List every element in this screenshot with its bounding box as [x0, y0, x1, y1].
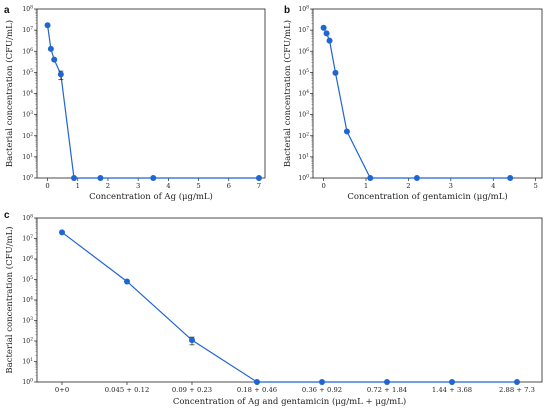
data-point — [150, 175, 157, 181]
x-tick-label: 2 — [406, 182, 410, 190]
plot-frame-b — [312, 8, 543, 179]
y-axis-title-a: Bacterial concentration (CFU/mL) — [4, 20, 15, 167]
data-point — [51, 56, 58, 63]
x-tick-label: 3 — [449, 182, 453, 190]
y-tick-label: 104 — [298, 89, 309, 98]
y-tick-label: 102 — [22, 337, 33, 346]
x-tick-label: 0.72 + 1.84 — [367, 386, 407, 394]
data-point — [320, 24, 327, 31]
y-tick-label: 103 — [22, 316, 33, 325]
x-tick-label: 0.18 + 0.46 — [237, 386, 277, 394]
x-tick-label: 4 — [166, 182, 170, 190]
data-point — [326, 37, 333, 44]
data-point — [343, 128, 350, 135]
y-tick-label: 100 — [22, 378, 33, 387]
y-tick-label: 104 — [22, 89, 33, 98]
data-point — [124, 278, 130, 285]
y-tick-label: 101 — [298, 152, 309, 161]
x-tick-label: 0.045 + 0.12 — [105, 386, 150, 394]
y-tick-label: 105 — [22, 68, 33, 77]
y-tick-label: 107 — [22, 234, 33, 243]
y-tick-label: 106 — [298, 47, 309, 56]
x-tick-label: 2.88 + 7.3 — [499, 386, 535, 394]
panel-letter-b: b — [284, 5, 290, 16]
data-point — [255, 175, 262, 181]
y-axis-title-b: Bacterial concentration (CFU/mL) — [282, 20, 293, 167]
data-point — [254, 379, 260, 385]
y-tick-label: 108 — [22, 5, 33, 14]
x-tick-label: 2 — [106, 182, 110, 190]
y-tick-label: 101 — [22, 152, 33, 161]
y-tick-label: 101 — [22, 357, 33, 366]
y-tick-label: 105 — [298, 68, 309, 77]
data-point — [319, 379, 325, 385]
plot-frame-c — [36, 217, 543, 383]
x-tick-label: 5 — [533, 182, 537, 190]
x-axis-title-a: Concentration of Ag (μg/mL) — [89, 191, 213, 202]
x-tick-label: 7 — [257, 182, 261, 190]
data-point — [57, 71, 64, 78]
x-tick-label: 5 — [196, 182, 200, 190]
data-point — [323, 30, 330, 37]
data-point — [97, 175, 104, 181]
data-point — [189, 337, 195, 344]
data-point — [413, 175, 420, 181]
data-point — [332, 69, 339, 76]
x-tick-label: 0 — [321, 182, 325, 190]
y-tick-label: 107 — [298, 26, 309, 35]
y-tick-label: 100 — [22, 174, 33, 183]
panel-letter-a: a — [4, 5, 10, 16]
data-point — [507, 175, 514, 181]
series-line-b — [323, 27, 511, 179]
data-point — [47, 45, 54, 52]
data-point — [367, 175, 374, 181]
series-line-a — [46, 25, 259, 179]
data-point — [449, 379, 455, 385]
y-tick-label: 105 — [22, 275, 33, 284]
series-line-c — [61, 231, 517, 383]
y-tick-label: 108 — [298, 5, 309, 14]
y-tick-label: 103 — [22, 110, 33, 119]
y-axis-title-c: Bacterial concentration (CFU/mL) — [4, 226, 15, 373]
x-tick-label: 1 — [364, 182, 368, 190]
y-tick-label: 104 — [22, 296, 33, 305]
x-tick-label: 0.09 + 0.23 — [172, 386, 212, 394]
data-point — [59, 229, 65, 236]
x-axis-title-b: Concentration of gentamicin (μg/mL) — [347, 191, 507, 202]
y-tick-label: 103 — [298, 110, 309, 119]
x-tick-label: 0 — [45, 182, 49, 190]
data-point — [384, 379, 390, 385]
y-tick-label: 102 — [22, 131, 33, 140]
x-tick-label: 0+0 — [55, 386, 69, 394]
y-tick-label: 107 — [22, 26, 33, 35]
y-tick-label: 106 — [22, 47, 33, 56]
data-point — [44, 22, 51, 29]
data-point — [70, 175, 77, 181]
y-tick-label: 108 — [22, 214, 33, 223]
y-tick-label: 106 — [22, 255, 33, 264]
x-tick-label: 1 — [76, 182, 80, 190]
x-tick-label: 3 — [136, 182, 140, 190]
x-tick-label: 6 — [227, 182, 231, 190]
y-tick-label: 102 — [298, 131, 309, 140]
data-point — [514, 379, 520, 385]
x-tick-label: 1.44 + 3.68 — [432, 386, 472, 394]
panel-letter-c: c — [4, 210, 10, 221]
y-tick-label: 100 — [298, 174, 309, 183]
x-tick-label: 0.36 + 0.92 — [302, 386, 342, 394]
x-tick-label: 4 — [491, 182, 495, 190]
x-axis-title-c: Concentration of Ag and gentamicin (μg/m… — [173, 396, 406, 407]
